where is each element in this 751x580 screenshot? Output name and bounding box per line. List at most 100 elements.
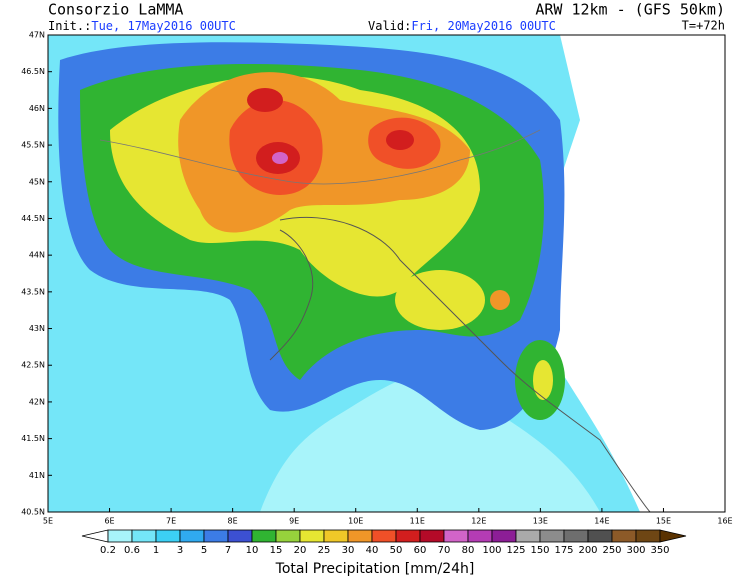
colorbar-box	[635, 529, 661, 543]
colorbar-box	[131, 529, 157, 543]
colorbar-box	[299, 529, 325, 543]
colorbar-label: 200	[578, 545, 597, 556]
colorbar-box	[563, 529, 589, 543]
colorbar-box	[347, 529, 373, 543]
colorbar-label: 25	[318, 545, 331, 556]
colorbar-label: 350	[650, 545, 669, 556]
colorbar-box	[323, 529, 349, 543]
precip-area	[272, 152, 288, 164]
lat-label: 45.5N	[21, 141, 45, 150]
lat-label: 44.5N	[21, 214, 45, 223]
lat-label: 41.5N	[21, 434, 45, 443]
colorbar-label: 50	[390, 545, 403, 556]
colorbar-end	[81, 529, 109, 543]
lon-label: 15E	[656, 517, 671, 526]
lat-label: 43.5N	[21, 287, 45, 296]
model: ARW 12km - (GFS 50km)	[535, 1, 725, 19]
colorbar-box	[515, 529, 541, 543]
colorbar-box	[251, 529, 277, 543]
colorbar-label: 80	[462, 545, 475, 556]
title: Consorzio LaMMA	[48, 1, 183, 19]
colorbar-box	[227, 529, 253, 543]
lat-label: 46.5N	[21, 67, 45, 76]
colorbar-box	[395, 529, 421, 543]
colorbar-label: 250	[602, 545, 621, 556]
map-frame	[47, 34, 726, 513]
axis-labels: 47N 46.5N 46N 45.5N 45N 44.5N 44N 43.5N 43N 42.5N…	[21, 31, 732, 526]
colorbar-box	[107, 529, 133, 543]
colorbar-box	[203, 529, 229, 543]
colorbar-box	[443, 529, 469, 543]
colorbar-label: 5	[201, 545, 207, 556]
lon-label: 14E	[594, 517, 609, 526]
lon-label: 5E	[43, 517, 53, 526]
lon-label: 16E	[717, 517, 732, 526]
colorbar-title: Total Precipitation [mm/24h]	[275, 561, 475, 577]
init-label: Init.:	[48, 19, 91, 33]
lat-label: 40.5N	[21, 508, 45, 517]
colorbar-box	[587, 529, 613, 543]
colorbar-box	[275, 529, 301, 543]
coastline	[269, 229, 314, 361]
lon-label: 9E	[289, 517, 299, 526]
colorbar-label: 10	[246, 545, 259, 556]
lon-label: 11E	[410, 517, 425, 526]
valid: Valid:Fri, 20May2016 00UTC	[368, 19, 556, 33]
colorbar-label: 1	[153, 545, 159, 556]
lon-label: 7E	[166, 517, 176, 526]
colorbar-label: 15	[270, 545, 283, 556]
coastline	[279, 216, 651, 512]
colorbar-box	[371, 529, 397, 543]
lat-label: 42.5N	[21, 361, 45, 370]
colorbar-label: 70	[438, 545, 451, 556]
colorbar-box	[611, 529, 637, 543]
colorbar-box	[467, 529, 493, 543]
precip-field	[48, 35, 725, 512]
border	[99, 129, 541, 185]
colorbar-box	[179, 529, 205, 543]
colorbar-label: 30	[342, 545, 355, 556]
lead-time: T=+72h	[682, 19, 725, 33]
lat-label: 47N	[29, 31, 45, 40]
lat-label: 43N	[29, 324, 45, 333]
colorbar-label: 40	[366, 545, 379, 556]
lat-label: 42N	[29, 397, 45, 406]
colorbar-end	[659, 529, 687, 543]
colorbar-label: 3	[177, 545, 183, 556]
colorbar-label: 0.6	[124, 545, 140, 556]
colorbar-label: 175	[554, 545, 573, 556]
precip-area	[490, 290, 510, 310]
lat-label: 46N	[29, 104, 45, 113]
lat-label: 41N	[29, 471, 45, 480]
colorbar-box	[539, 529, 565, 543]
valid-label: Valid:	[368, 19, 411, 33]
colorbar-label: 150	[530, 545, 549, 556]
colorbar: 0.2 0.6 1 3 5 7 10 15 20 25 30 40 50 60 70 80 100 125 150 1…	[81, 529, 687, 556]
colorbar-label: 60	[414, 545, 427, 556]
colorbar-label: 100	[482, 545, 501, 556]
lat-label: 44N	[29, 251, 45, 260]
lat-label: 45N	[29, 177, 45, 186]
colorbar-label: 300	[626, 545, 645, 556]
precip-area	[247, 88, 283, 112]
colorbar-label: 7	[225, 545, 231, 556]
colorbar-box	[491, 529, 517, 543]
lon-label: 10E	[348, 517, 363, 526]
colorbar-label: 125	[506, 545, 525, 556]
lon-label: 12E	[471, 517, 486, 526]
precip-area	[386, 130, 414, 150]
colorbar-box	[155, 529, 181, 543]
lon-label: 8E	[228, 517, 238, 526]
init-value: Tue, 17May2016 00UTC	[91, 19, 236, 33]
lon-label: 13E	[533, 517, 548, 526]
colorbar-label: 20	[294, 545, 307, 556]
init: Init.:Tue, 17May2016 00UTC	[48, 19, 236, 33]
precip-area	[533, 360, 553, 400]
precip-area	[538, 35, 725, 512]
lon-label: 6E	[104, 517, 114, 526]
colorbar-box	[419, 529, 445, 543]
valid-value: Fri, 20May2016 00UTC	[411, 19, 556, 33]
colorbar-label: 0.2	[100, 545, 116, 556]
